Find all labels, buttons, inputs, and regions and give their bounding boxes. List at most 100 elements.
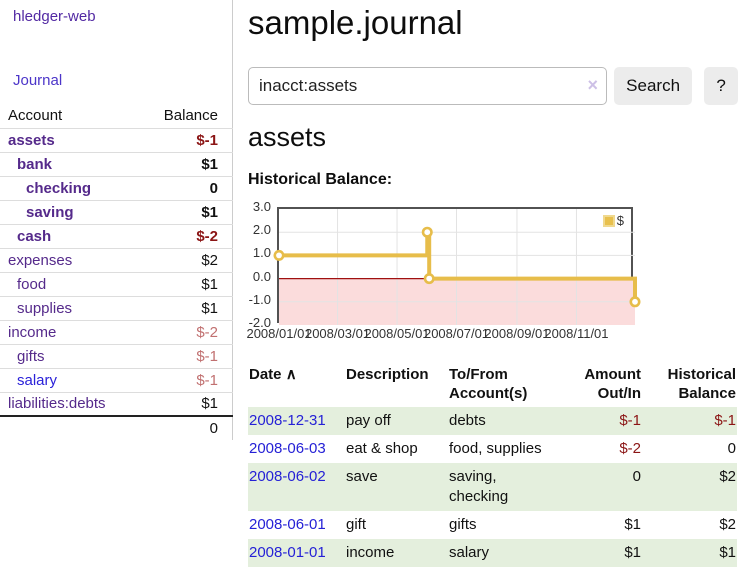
transaction-row: 2008-06-02 save saving, checking 0 $2: [248, 463, 737, 511]
account-name-cell: checking: [0, 176, 141, 201]
account-row: salary $-1: [0, 368, 233, 393]
legend-label: $: [616, 213, 624, 228]
account-link-supplies[interactable]: supplies: [17, 299, 73, 317]
account-name-cell: bank: [0, 152, 141, 177]
balance-cell: $-1: [642, 407, 737, 435]
description-cell: save: [345, 463, 448, 511]
account-balance: 0: [140, 176, 233, 201]
col-header-amount: Amount Out/In: [584, 366, 641, 402]
col-header-date[interactable]: Date ∧: [249, 366, 297, 383]
historical-balance-chart: $: [273, 207, 641, 325]
account-row: gifts $-1: [0, 344, 233, 369]
transaction-row: 2008-06-01 gift gifts $1 $2: [248, 511, 737, 539]
account-link-food[interactable]: food: [17, 275, 47, 293]
account-balance: $1: [140, 152, 233, 177]
page-title: sample.journal: [248, 4, 463, 41]
date-cell: 2008-01-01: [248, 539, 345, 567]
search-row: × Search ?: [248, 67, 738, 105]
accounts-cell: salary: [448, 539, 563, 567]
account-row: bank $1: [0, 152, 233, 177]
accounts-cell: saving, checking: [448, 463, 563, 511]
chart-canvas: [273, 209, 641, 325]
help-button[interactable]: ?: [704, 67, 738, 105]
amount-cell: $1: [563, 539, 642, 567]
search-box: ×: [248, 67, 607, 105]
main-content: sample.journal × Search ? assets Histori…: [246, 0, 742, 582]
account-row: food $1: [0, 272, 233, 297]
account-link-gifts[interactable]: gifts: [17, 347, 45, 365]
account-link-salary[interactable]: salary: [17, 371, 58, 389]
y-tick-label: 1.0: [252, 245, 271, 261]
account-row: liabilities:debts $1: [0, 392, 233, 417]
search-input[interactable]: [248, 67, 607, 105]
y-tick-label: 0.0: [252, 268, 271, 284]
account-link-saving[interactable]: saving: [26, 203, 74, 221]
date-cell: 2008-12-31: [248, 407, 345, 435]
search-button[interactable]: Search: [613, 67, 693, 105]
balance-cell: $1: [642, 539, 737, 567]
accounts-table: Account Balance assets $-1 bank $1 checking 0…: [0, 104, 233, 440]
y-tick-label: -1.0: [248, 291, 271, 307]
account-name-cell: gifts: [0, 344, 141, 369]
y-tick-label: 3.0: [252, 199, 271, 214]
account-name-cell: cash: [0, 224, 141, 249]
account-balance: $1: [140, 272, 233, 297]
amount-cell: $-2: [619, 440, 641, 457]
description-cell: eat & shop: [346, 440, 418, 457]
description-cell: income: [345, 539, 448, 567]
accounts-total-row: 0: [0, 415, 233, 440]
account-name-cell: assets: [0, 128, 141, 153]
sidebar-item-journal[interactable]: Journal: [13, 72, 63, 89]
brand-link[interactable]: hledger-web: [13, 8, 96, 25]
transaction-date-link[interactable]: 2008-12-31: [249, 412, 326, 429]
account-link-cash[interactable]: cash: [17, 227, 52, 245]
account-name-cell: saving: [0, 200, 141, 225]
col-header-accounts: To/From Account(s): [449, 366, 528, 402]
y-tick-label: 2.0: [252, 222, 271, 238]
account-row: expenses $2: [0, 248, 233, 273]
account-balance: $-2: [140, 320, 233, 345]
account-link-liabilities-debts[interactable]: liabilities:debts: [8, 395, 106, 413]
transaction-date-link[interactable]: 2008-06-02: [249, 468, 326, 485]
transaction-row: 2008-01-01 income salary $1 $1: [248, 539, 737, 567]
account-balance: $1: [140, 392, 233, 417]
account-link-bank[interactable]: bank: [17, 155, 53, 173]
accounts-header-row: Account Balance: [0, 104, 233, 129]
amount-cell: $-1: [563, 407, 642, 435]
account-name-cell: supplies: [0, 296, 141, 321]
date-cell: 2008-06-03: [248, 435, 345, 463]
account-link-expenses[interactable]: expenses: [8, 251, 73, 269]
account-balance: $-1: [140, 368, 233, 393]
account-link-assets[interactable]: assets: [8, 131, 55, 149]
date-cell: 2008-06-01: [248, 511, 345, 539]
account-name-cell: expenses: [0, 248, 141, 273]
accounts-cell: food, supplies: [449, 440, 542, 457]
transaction-row: 2008-12-31 pay off debts $-1 $-1: [248, 407, 737, 435]
transactions-header-row: Date ∧ Description To/From Account(s) Am…: [248, 363, 737, 407]
account-balance: $-1: [140, 344, 233, 369]
col-header-description: Description: [346, 366, 429, 383]
chart-heading: Historical Balance:: [248, 171, 393, 188]
amount-cell: 0: [563, 463, 642, 511]
account-name-cell: salary: [0, 368, 141, 393]
sort-asc-icon: ∧: [285, 366, 297, 383]
account-balance: $1: [140, 200, 233, 225]
x-tick-label: 2008/11/01: [544, 326, 609, 341]
account-balance: $1: [140, 296, 233, 321]
account-heading: assets: [248, 122, 327, 152]
account-row: cash $-2: [0, 224, 233, 249]
account-link-checking[interactable]: checking: [26, 179, 92, 197]
transaction-date-link[interactable]: 2008-01-01: [249, 544, 326, 561]
description-cell: pay off: [345, 407, 448, 435]
legend-swatch-icon: [602, 214, 615, 227]
account-link-income[interactable]: income: [8, 323, 57, 341]
transaction-date-link[interactable]: 2008-06-01: [249, 516, 326, 533]
transactions-table: Date ∧ Description To/From Account(s) Am…: [248, 363, 737, 567]
clear-search-icon[interactable]: ×: [587, 75, 598, 95]
account-balance: $-1: [140, 128, 233, 153]
x-tick-label: 2008/05/01: [364, 326, 430, 341]
account-row: checking 0: [0, 176, 233, 201]
account-balance: $-2: [140, 224, 233, 249]
transaction-date-link[interactable]: 2008-06-03: [249, 440, 326, 457]
